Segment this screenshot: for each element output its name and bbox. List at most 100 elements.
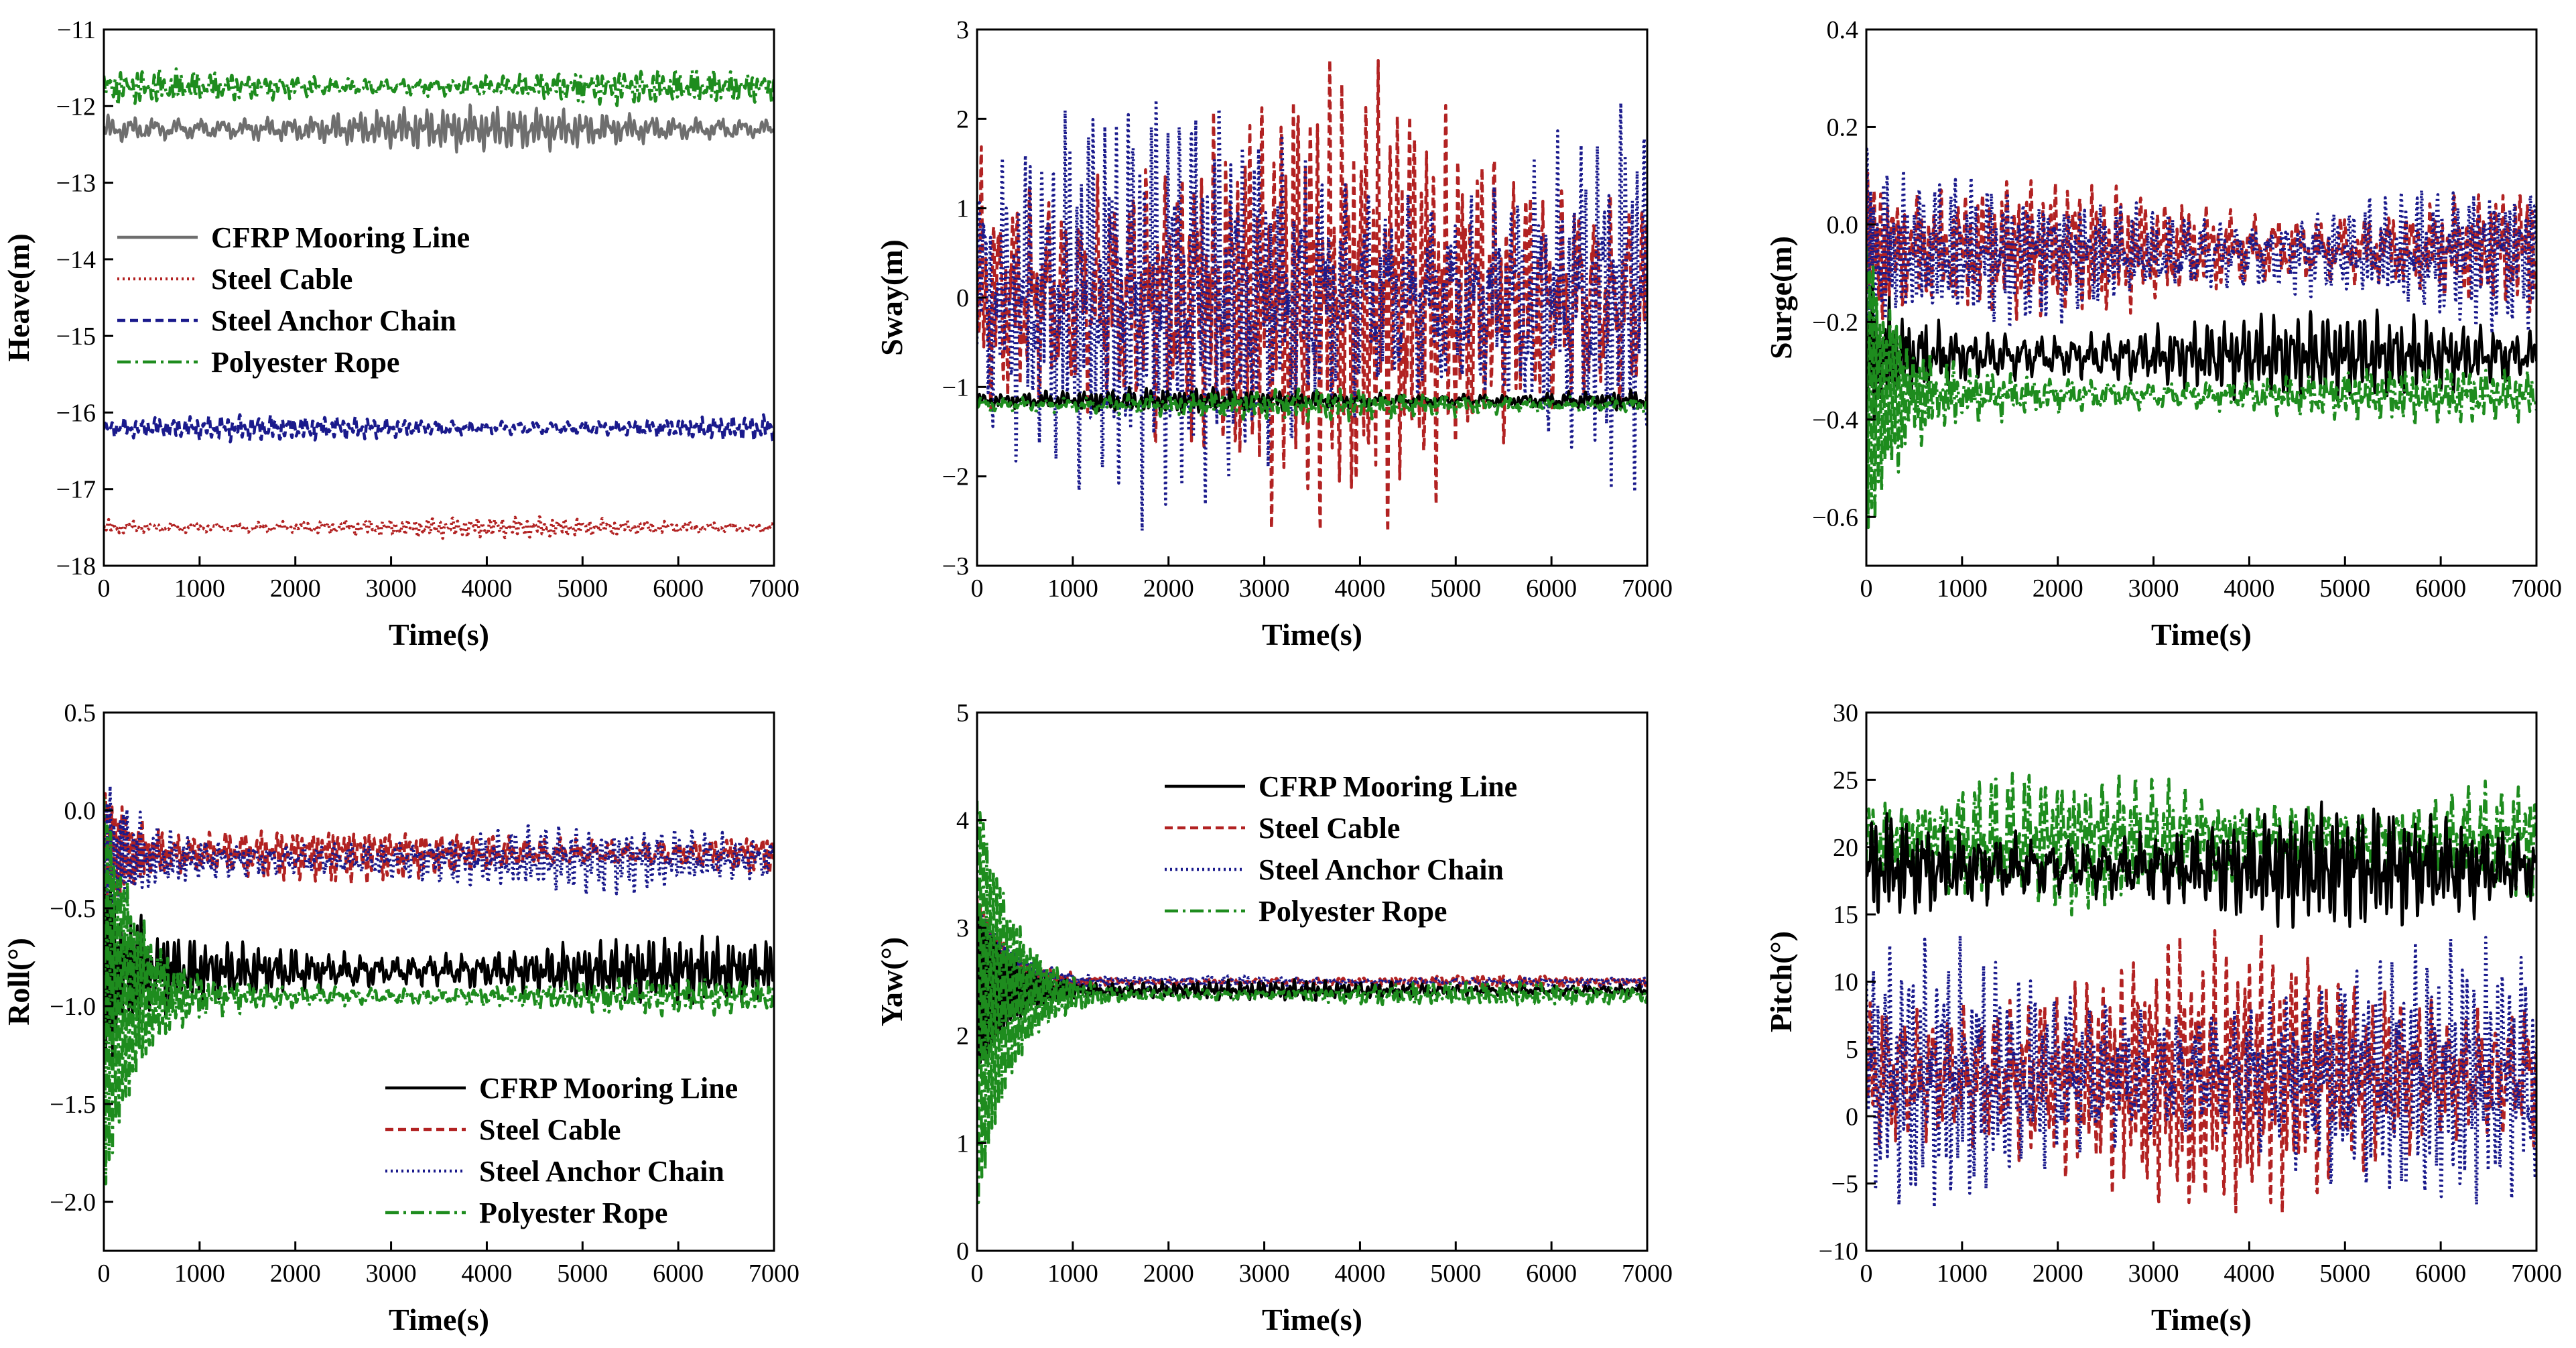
yaw-series-steel-cable xyxy=(977,897,1647,1066)
sway-xlabel: Time(s) xyxy=(1262,617,1362,652)
heave-ytick-label: −16 xyxy=(56,399,96,427)
surge-xtick-label: 2000 xyxy=(2033,574,2083,603)
roll-series-polyester-rope xyxy=(104,796,774,1186)
surge-xtick-label: 3000 xyxy=(2128,574,2179,603)
heave-series-polyester-rope xyxy=(104,67,774,107)
roll-xtick-label: 6000 xyxy=(653,1260,704,1288)
sway-panel: 0 1000 2000 3000 4000 5000 6000 7000 −3 −2 −1 0 1 2 3 T… xyxy=(875,16,1673,652)
heave-xtick-label: 0 xyxy=(98,574,111,603)
pitch-xtick-label: 3000 xyxy=(2128,1260,2179,1288)
heave-xlabel: Time(s) xyxy=(389,617,489,652)
pitch-xtick-label: 5000 xyxy=(2319,1260,2370,1288)
yaw-ylabel: Yaw(°) xyxy=(875,937,909,1026)
yaw-legend-label: CFRP Mooring Line xyxy=(1259,770,1517,803)
yaw-xtick-label: 5000 xyxy=(1430,1260,1481,1288)
heave-xtick-label: 4000 xyxy=(461,574,512,603)
sway-ytick-label: 1 xyxy=(956,195,969,223)
heave-series-steel-anchor-chain xyxy=(104,413,774,444)
heave-legend-label: Steel Anchor Chain xyxy=(211,304,456,337)
sway-series-steel-anchor-chain xyxy=(977,98,1647,532)
pitch-xtick-label: 1000 xyxy=(1937,1260,1988,1288)
roll-ytick-label: −1.5 xyxy=(50,1091,96,1119)
yaw-series-group xyxy=(977,800,1647,1205)
surge-ytick-label: 0.4 xyxy=(1827,16,1859,44)
yaw-legend-label: Steel Cable xyxy=(1259,812,1400,845)
yaw-plot-frame xyxy=(976,711,1649,1252)
heave-xtick-label: 6000 xyxy=(653,574,704,603)
heave-xtick-label: 3000 xyxy=(366,574,417,603)
pitch-ytick-label: 5 xyxy=(1846,1036,1858,1064)
heave-series-cfrp-mooring-line xyxy=(104,103,774,154)
pitch-series-steel-cable xyxy=(1866,929,2536,1215)
roll-xtick-label: 7000 xyxy=(749,1260,799,1288)
yaw-ytick-label: 3 xyxy=(956,914,969,942)
pitch-ytick-label: 15 xyxy=(1833,901,1858,929)
heave-xtick-label: 2000 xyxy=(270,574,321,603)
pitch-series-cfrp-mooring-line xyxy=(1866,800,2536,929)
heave-plot-frame xyxy=(103,28,775,567)
heave-xtick-label: 5000 xyxy=(557,574,608,603)
pitch-ytick-label: −10 xyxy=(1819,1237,1858,1266)
surge-plot-frame xyxy=(1865,28,2538,567)
sway-ylabel: Sway(m) xyxy=(875,239,909,356)
yaw-series-steel-anchor-chain xyxy=(977,903,1647,1061)
pitch-ytick-label: 30 xyxy=(1833,699,1858,727)
sway-xtick-label: 7000 xyxy=(1622,574,1673,603)
pitch-xlabel: Time(s) xyxy=(2151,1302,2252,1337)
surge-ylabel: Surge(m) xyxy=(1764,236,1798,359)
pitch-xtick-label: 2000 xyxy=(2033,1260,2083,1288)
sway-series-cfrp-mooring-line xyxy=(977,385,1647,414)
yaw-xtick-label: 1000 xyxy=(1047,1260,1098,1288)
roll-xtick-label: 5000 xyxy=(557,1260,608,1288)
sway-ytick-label: −3 xyxy=(942,552,969,580)
surge-ytick-label: −0.6 xyxy=(1812,503,1858,532)
sway-series-steel-cable xyxy=(977,58,1647,534)
heave-legend: CFRP Mooring Line Steel Cable Steel Anchor… xyxy=(117,221,470,379)
heave-ytick-label: −17 xyxy=(56,476,96,504)
yaw-xtick-label: 3000 xyxy=(1239,1260,1290,1288)
pitch-series-steel-anchor-chain xyxy=(1866,934,2536,1209)
pitch-xtick-label: 6000 xyxy=(2415,1260,2466,1288)
surge-series-polyester-rope xyxy=(1866,246,2536,530)
surge-ytick-label: −0.4 xyxy=(1812,406,1858,434)
heave-xtick-label: 7000 xyxy=(749,574,799,603)
roll-xlabel: Time(s) xyxy=(389,1302,489,1337)
sway-xtick-label: 2000 xyxy=(1143,574,1194,603)
sway-xtick-label: 6000 xyxy=(1526,574,1577,603)
yaw-xtick-label: 6000 xyxy=(1526,1260,1577,1288)
yaw-ytick-label: 1 xyxy=(956,1129,969,1158)
roll-legend-label: Steel Cable xyxy=(479,1113,621,1146)
roll-legend-label: Steel Anchor Chain xyxy=(479,1155,724,1188)
heave-legend-label: Steel Cable xyxy=(211,263,352,296)
yaw-series-polyester-rope xyxy=(977,800,1647,1205)
heave-ylabel: Heave(m) xyxy=(1,233,36,362)
surge-series-steel-cable xyxy=(1866,171,2536,321)
roll-ytick-label: 0.0 xyxy=(64,797,96,825)
roll-legend: CFRP Mooring Line Steel Cable Steel Anchor… xyxy=(385,1072,738,1229)
roll-ytick-label: −0.5 xyxy=(50,895,96,923)
surge-xtick-label: 0 xyxy=(1860,574,1873,603)
sway-xtick-label: 3000 xyxy=(1239,574,1290,603)
surge-xtick-label: 1000 xyxy=(1937,574,1988,603)
heave-legend-label: Polyester Rope xyxy=(211,346,399,379)
roll-xtick-label: 1000 xyxy=(174,1260,225,1288)
surge-xtick-label: 5000 xyxy=(2319,574,2370,603)
pitch-ytick-label: −5 xyxy=(1831,1170,1858,1199)
heave-series-steel-cable xyxy=(104,515,774,540)
sway-xtick-label: 1000 xyxy=(1047,574,1098,603)
yaw-xtick-label: 4000 xyxy=(1334,1260,1385,1288)
sway-ytick-label: −2 xyxy=(942,463,969,491)
roll-ytick-label: −2.0 xyxy=(50,1188,96,1217)
sway-series-polyester-rope xyxy=(977,387,1647,423)
sway-xtick-label: 4000 xyxy=(1334,574,1385,603)
pitch-ytick-label: 25 xyxy=(1833,766,1858,794)
heave-xtick-label: 1000 xyxy=(174,574,225,603)
roll-panel: 0 1000 2000 3000 4000 5000 6000 7000 −2.0 −1.5 −1.… xyxy=(1,699,799,1337)
yaw-legend: CFRP Mooring Line Steel Cable Steel Anchor… xyxy=(1165,770,1517,928)
pitch-xtick-label: 4000 xyxy=(2224,1260,2274,1288)
sway-ytick-label: −1 xyxy=(942,373,969,402)
heave-ytick-label: −12 xyxy=(56,93,96,121)
surge-ytick-label: 0.2 xyxy=(1827,113,1859,141)
yaw-ytick-label: 0 xyxy=(956,1237,969,1266)
